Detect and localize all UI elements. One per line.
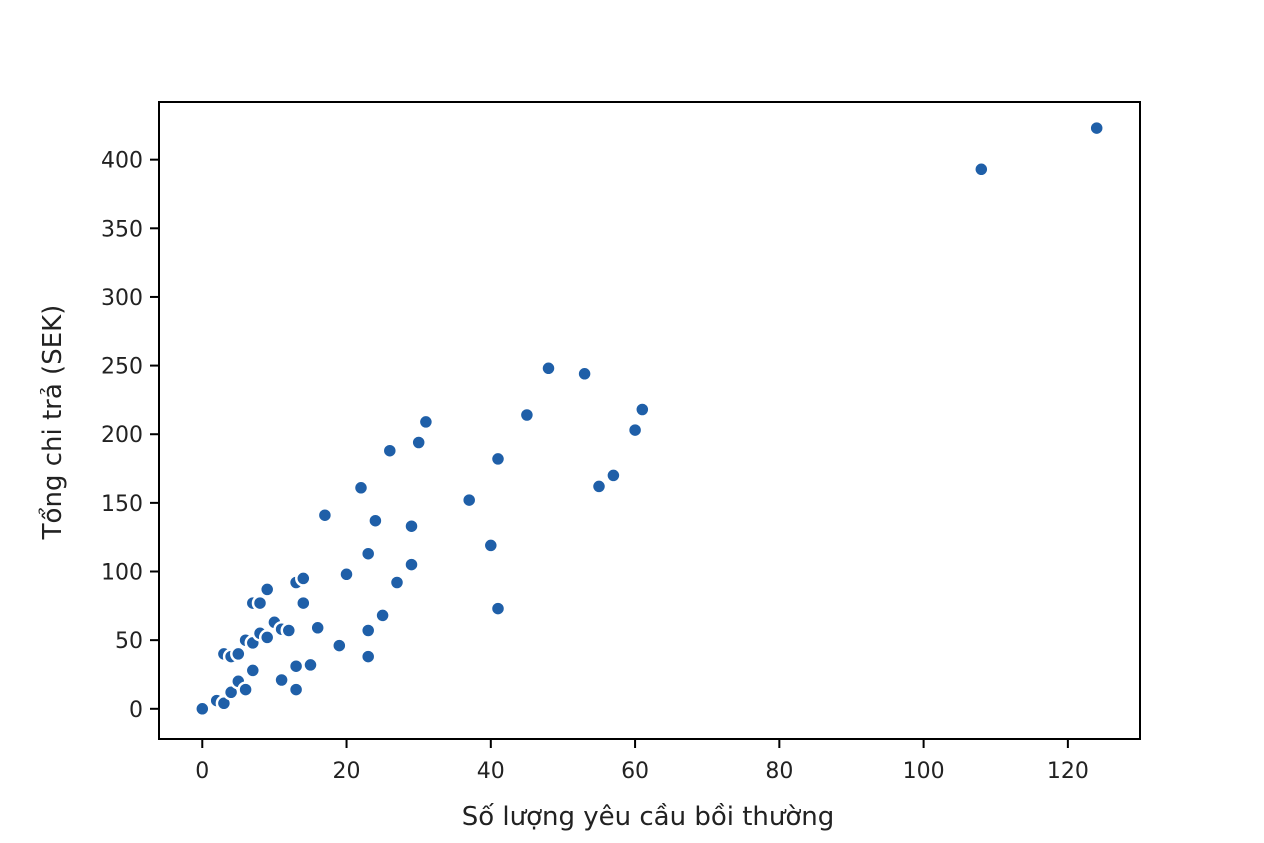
data-point: [518, 406, 536, 424]
y-tick-label: 300: [101, 286, 143, 311]
y-tick-label: 150: [101, 492, 143, 517]
data-point: [295, 570, 312, 587]
data-point: [403, 517, 420, 535]
x-tick-label: 80: [765, 759, 793, 784]
x-axis-label: Số lượng yêu cầu bồi thường: [462, 802, 835, 832]
data-point: [230, 645, 247, 663]
x-tick-label: 40: [477, 759, 505, 784]
data-point: [309, 619, 326, 637]
data-point: [540, 360, 557, 377]
data-point: [460, 491, 478, 509]
data-point: [359, 622, 377, 639]
data-point: [194, 700, 211, 718]
data-point: [280, 622, 298, 639]
y-tick-label: 50: [115, 629, 143, 654]
data-point: [489, 600, 507, 617]
data-points: [194, 119, 1105, 718]
data-point: [576, 365, 593, 383]
data-point: [374, 607, 391, 624]
data-point: [302, 656, 319, 674]
y-tick-label: 400: [101, 149, 143, 174]
data-point: [258, 581, 276, 598]
data-point: [359, 545, 377, 562]
data-point: [237, 681, 254, 698]
data-point: [251, 594, 269, 612]
data-point: [417, 413, 435, 431]
y-tick-label: 100: [101, 561, 143, 586]
y-tick-label: 250: [101, 355, 143, 380]
data-point: [634, 401, 651, 418]
y-tick-label: 200: [101, 423, 143, 448]
data-point: [295, 594, 312, 612]
data-point: [410, 434, 427, 451]
plot-frame: [158, 101, 1141, 740]
y-tick-label: 350: [101, 217, 143, 242]
x-tick-label: 120: [1047, 759, 1089, 784]
data-point: [590, 478, 608, 495]
data-point: [626, 421, 644, 439]
x-tick-label: 100: [903, 759, 945, 784]
x-tick-label: 0: [195, 759, 209, 784]
data-point: [1088, 119, 1105, 137]
x-tick-label: 60: [621, 759, 649, 784]
data-point: [287, 657, 305, 675]
data-point: [381, 442, 399, 459]
data-point: [287, 681, 305, 698]
data-point: [244, 662, 262, 679]
data-point: [338, 566, 355, 583]
x-tick-label: 20: [333, 759, 361, 784]
data-point: [352, 479, 370, 497]
data-point: [331, 637, 348, 654]
data-point: [273, 671, 290, 689]
data-point: [367, 512, 384, 529]
data-point: [388, 574, 406, 591]
data-point: [359, 648, 377, 665]
axis-ticks: 0 20 40 60 80 100 120 0 50 100 150 200 250 300 350 400: [101, 149, 1089, 784]
data-point: [482, 537, 500, 554]
data-point: [403, 556, 420, 573]
y-axis-label: Tổng chi trả (SEK): [37, 305, 68, 541]
data-point: [316, 506, 334, 524]
data-point: [489, 450, 507, 468]
data-point: [258, 629, 276, 646]
data-point: [605, 467, 622, 484]
y-tick-label: 0: [129, 698, 143, 723]
data-point: [973, 161, 990, 178]
